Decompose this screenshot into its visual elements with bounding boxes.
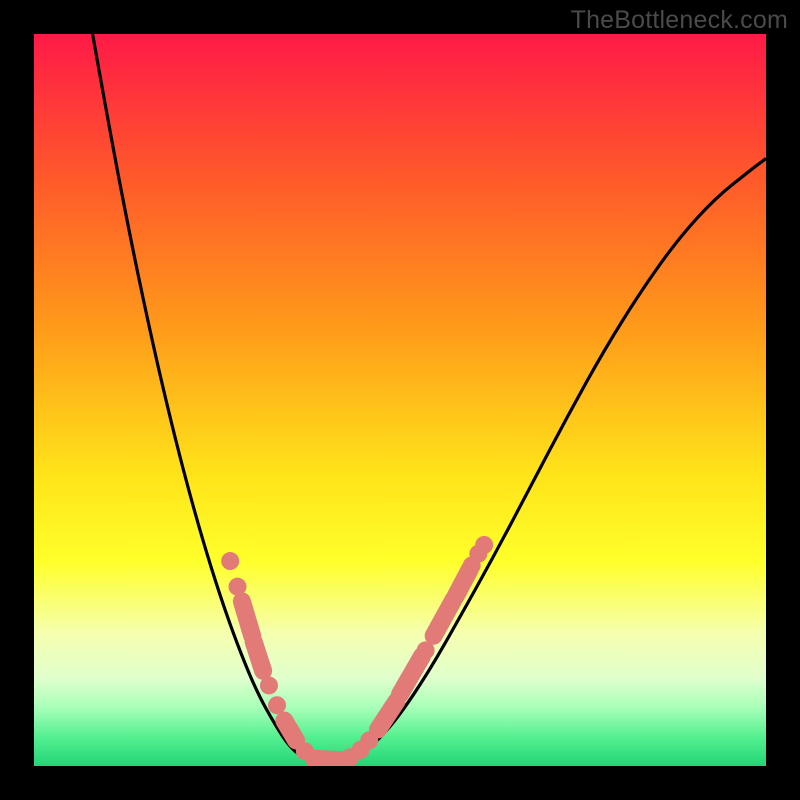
marker-dot	[475, 536, 493, 554]
marker-segment	[314, 759, 340, 760]
marker-segment	[254, 642, 264, 671]
marker-segment	[378, 702, 396, 730]
marker-dot	[268, 696, 286, 714]
marker-segment	[434, 600, 454, 636]
markers-group	[221, 536, 493, 766]
marker-segment	[456, 570, 470, 596]
marker-dot	[221, 552, 239, 570]
marker-segment	[242, 601, 252, 635]
plot-area	[34, 34, 766, 766]
marker-dot	[260, 676, 278, 694]
curve-layer	[34, 34, 766, 766]
marker-segment	[284, 721, 296, 741]
watermark-text: TheBottleneck.com	[571, 6, 788, 35]
frame: TheBottleneck.com	[0, 0, 800, 800]
